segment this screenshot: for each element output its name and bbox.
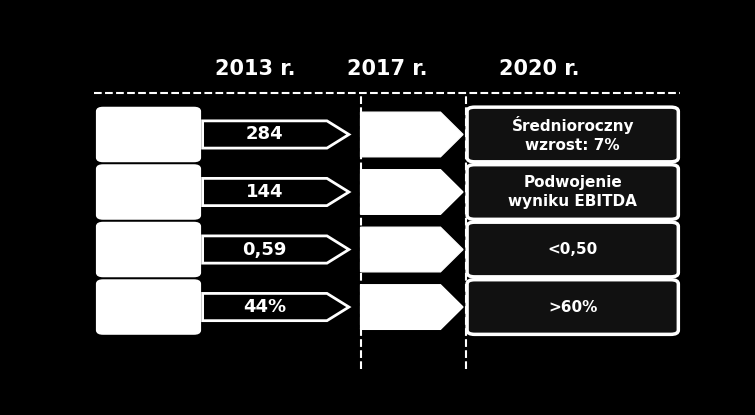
Text: >60%: >60% bbox=[548, 300, 597, 315]
Polygon shape bbox=[202, 121, 349, 148]
Text: <0,50: <0,50 bbox=[547, 242, 598, 257]
Polygon shape bbox=[361, 227, 463, 272]
FancyBboxPatch shape bbox=[467, 165, 678, 219]
Text: 2020 r.: 2020 r. bbox=[499, 59, 579, 79]
FancyBboxPatch shape bbox=[97, 108, 199, 161]
Polygon shape bbox=[361, 112, 463, 157]
Text: 2017 r.: 2017 r. bbox=[347, 59, 427, 79]
FancyBboxPatch shape bbox=[97, 166, 199, 218]
Polygon shape bbox=[361, 170, 463, 214]
Polygon shape bbox=[202, 178, 349, 205]
Text: 2013 r.: 2013 r. bbox=[215, 59, 295, 79]
FancyBboxPatch shape bbox=[467, 107, 678, 162]
Polygon shape bbox=[202, 236, 349, 263]
Text: 0,59: 0,59 bbox=[242, 241, 287, 259]
Text: Podwojenie
wyniku EBITDA: Podwojenie wyniku EBITDA bbox=[508, 175, 637, 209]
Text: 284: 284 bbox=[246, 125, 284, 144]
FancyBboxPatch shape bbox=[467, 222, 678, 277]
Polygon shape bbox=[202, 293, 349, 321]
Text: 144: 144 bbox=[246, 183, 284, 201]
Text: 44%: 44% bbox=[243, 298, 286, 316]
FancyBboxPatch shape bbox=[467, 280, 678, 334]
Polygon shape bbox=[361, 285, 463, 330]
FancyBboxPatch shape bbox=[97, 223, 199, 276]
FancyBboxPatch shape bbox=[97, 281, 199, 333]
Text: Średnioroczny
wzrost: 7%: Średnioroczny wzrost: 7% bbox=[511, 116, 634, 153]
